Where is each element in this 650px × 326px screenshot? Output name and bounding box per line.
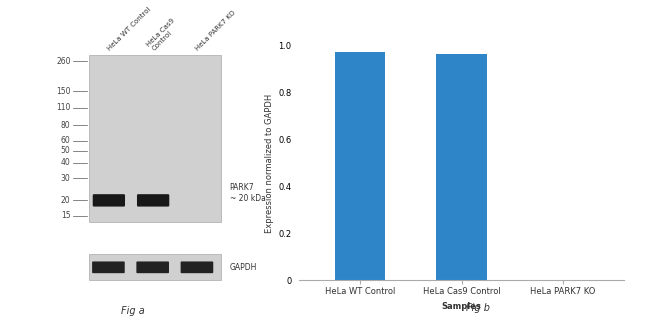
Text: 20: 20 (61, 196, 71, 205)
Text: 30: 30 (61, 174, 71, 183)
Text: 50: 50 (61, 146, 71, 155)
Bar (335, 52, 385, 280)
Text: 110: 110 (56, 103, 71, 112)
Text: Fig a: Fig a (121, 306, 145, 316)
Text: HeLa PARK7 KO: HeLa PARK7 KO (195, 10, 237, 52)
Text: 60: 60 (61, 136, 71, 145)
Text: Fig b: Fig b (466, 303, 489, 313)
FancyBboxPatch shape (137, 194, 169, 207)
Text: HeLa WT Control: HeLa WT Control (107, 7, 152, 52)
FancyBboxPatch shape (136, 261, 169, 273)
Text: 260: 260 (56, 57, 71, 66)
FancyBboxPatch shape (92, 261, 125, 273)
Text: 150: 150 (56, 87, 71, 96)
Bar (88, 254, 221, 280)
Text: PARK7
~ 20 kDa: PARK7 ~ 20 kDa (229, 183, 265, 203)
Text: 80: 80 (61, 121, 71, 130)
X-axis label: Samples: Samples (441, 302, 482, 311)
Text: 15: 15 (61, 212, 71, 220)
Bar (436, 54, 487, 280)
Text: HeLa Cas9
Control: HeLa Cas9 Control (146, 17, 181, 52)
FancyBboxPatch shape (93, 194, 125, 207)
Text: GAPDH: GAPDH (229, 263, 257, 272)
FancyBboxPatch shape (181, 261, 213, 273)
Text: 40: 40 (61, 158, 71, 167)
Bar (88, 55, 221, 222)
Y-axis label: Expression normalized to GAPDH: Expression normalized to GAPDH (265, 93, 274, 233)
